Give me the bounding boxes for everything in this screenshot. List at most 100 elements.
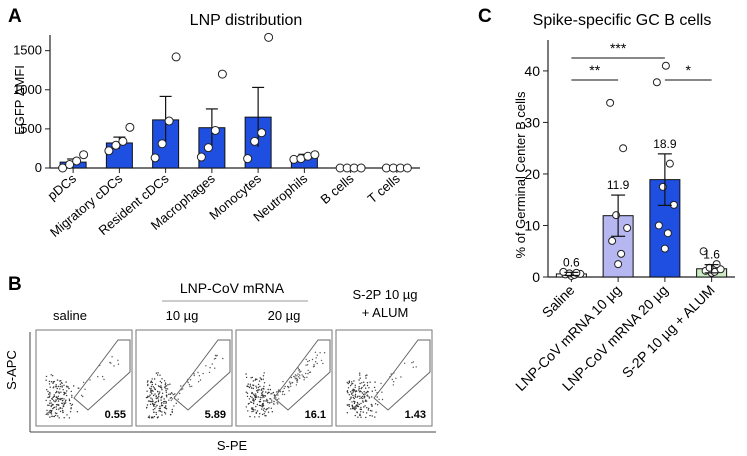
chart-c-point-lnp-cov-mrna-10-g	[614, 260, 623, 269]
flow-event-dot	[252, 380, 254, 382]
flow-event-dot	[253, 394, 256, 397]
flow-event-dot	[367, 409, 369, 411]
chart-c-xtick-label-s-2p-10-g-alum: S-2P 10 µg + ALUM	[619, 282, 718, 381]
flow-event-dot	[154, 403, 156, 406]
flow-event-dot	[51, 403, 54, 406]
flow-event-dot	[165, 391, 168, 393]
flow-event-dot	[255, 385, 257, 387]
chart-a-point-resident-cdcs	[150, 153, 160, 163]
flow-event-dot	[358, 403, 361, 406]
flow-event-dot	[56, 412, 58, 415]
flow-event-dot	[256, 390, 258, 392]
flow-event-dot	[61, 402, 63, 405]
flow-event-dot	[290, 376, 293, 379]
flow-event-dot	[158, 392, 160, 395]
flow-event-dot	[302, 376, 305, 378]
flow-event-dot	[296, 379, 298, 381]
chart-a-point-migratory-cdcs	[118, 136, 128, 146]
flow-event-dot	[392, 384, 394, 386]
flow-event-dot	[255, 405, 257, 408]
flow-event-dot	[350, 383, 353, 385]
flow-event-dot	[373, 386, 376, 389]
flow-event-dot	[68, 387, 70, 390]
flow-event-dot	[374, 381, 376, 383]
flow-cytometry-panel: LNP-CoV mRNA S-APC S-PE saline 10 µg 20 …	[4, 280, 436, 453]
flow-event-dot	[369, 414, 371, 417]
flow-event-dot	[154, 401, 156, 404]
chart-a-lnp-distribution: LNP distribution EGFP ΔMFI 0 500 1000 1500 p…	[12, 12, 420, 240]
flow-event-dot	[360, 406, 362, 409]
flow-event-dot	[89, 379, 91, 381]
flow-event-dot	[152, 386, 154, 388]
flow-event-dot	[265, 391, 267, 393]
flow-event-dot	[354, 396, 357, 398]
flow-event-dot	[57, 415, 59, 417]
flow-event-dot	[63, 391, 65, 394]
flow-event-dot	[363, 384, 366, 386]
flow-event-dot	[156, 404, 158, 407]
flow-event-dot	[54, 401, 56, 403]
flow-event-dot	[62, 389, 64, 391]
flow-event-dot	[63, 398, 65, 400]
chart-c-ytick-label-20: 20	[524, 166, 540, 182]
flow-event-dot	[362, 385, 365, 387]
flow-event-dot	[272, 391, 275, 394]
flow-event-dot	[161, 378, 163, 380]
flow-event-dot	[314, 351, 317, 353]
flow-event-dot	[363, 393, 365, 396]
flow-event-dot	[262, 390, 264, 392]
flow-event-dot	[60, 391, 62, 393]
flow-event-dot	[322, 362, 324, 365]
flow-event-dot	[113, 365, 115, 367]
flow-event-dot	[360, 387, 362, 390]
flow-event-dot	[306, 364, 309, 366]
chart-c-point-lnp-cov-mrna-20-g	[652, 78, 661, 87]
flow-event-dot	[155, 395, 157, 397]
flow-event-dot	[251, 392, 253, 395]
chart-c-ytick-label-40: 40	[524, 63, 540, 79]
flow-event-dot	[314, 361, 317, 363]
flow-event-dot	[289, 382, 292, 384]
flow-event-dot	[260, 389, 262, 391]
flow-event-dot	[265, 400, 267, 402]
flow-event-dot	[167, 384, 169, 386]
flow-event-dot	[268, 407, 270, 409]
chart-c-value-label-saline: 0.6	[563, 255, 580, 269]
flow-event-dot	[353, 402, 356, 405]
flow-event-dot	[257, 389, 259, 392]
flow-event-dot	[164, 400, 166, 403]
flow-event-dot	[362, 411, 364, 413]
flow-event-dot	[78, 387, 80, 389]
flow-event-dot	[63, 417, 65, 419]
flow-event-dot	[55, 386, 57, 388]
flow-event-dot	[245, 391, 247, 393]
flow-event-dot	[261, 394, 264, 396]
flow-event-dot	[175, 402, 177, 404]
flow-event-dot	[159, 407, 162, 409]
flow-event-dot	[269, 388, 272, 391]
flow-plot-label-saline: saline	[53, 308, 87, 323]
flow-event-dot	[412, 361, 415, 363]
flow-event-dot	[157, 385, 160, 387]
flow-event-dot	[368, 407, 370, 410]
flow-event-dot	[366, 394, 368, 396]
flow-event-dot	[263, 372, 265, 374]
flow-event-dot	[168, 399, 170, 401]
flow-event-dot	[150, 400, 152, 403]
flow-event-dot	[356, 396, 358, 398]
flow-event-dot	[46, 409, 48, 412]
flow-event-dot	[45, 379, 47, 381]
flow-event-dot	[315, 357, 317, 359]
flow-event-dot	[256, 378, 258, 381]
flow-event-dot	[59, 385, 61, 388]
flow-event-dot	[152, 409, 154, 411]
flow-event-dot	[288, 390, 290, 392]
flow-event-dot	[169, 397, 171, 399]
chart-c-point-lnp-cov-mrna-10-g	[619, 144, 628, 153]
flow-event-dot	[47, 413, 49, 416]
flow-event-dot	[261, 388, 263, 390]
flow-event-dot	[356, 411, 358, 413]
flow-event-dot	[58, 417, 60, 419]
flow-event-dot	[197, 381, 200, 383]
flow-event-dot	[351, 405, 354, 408]
